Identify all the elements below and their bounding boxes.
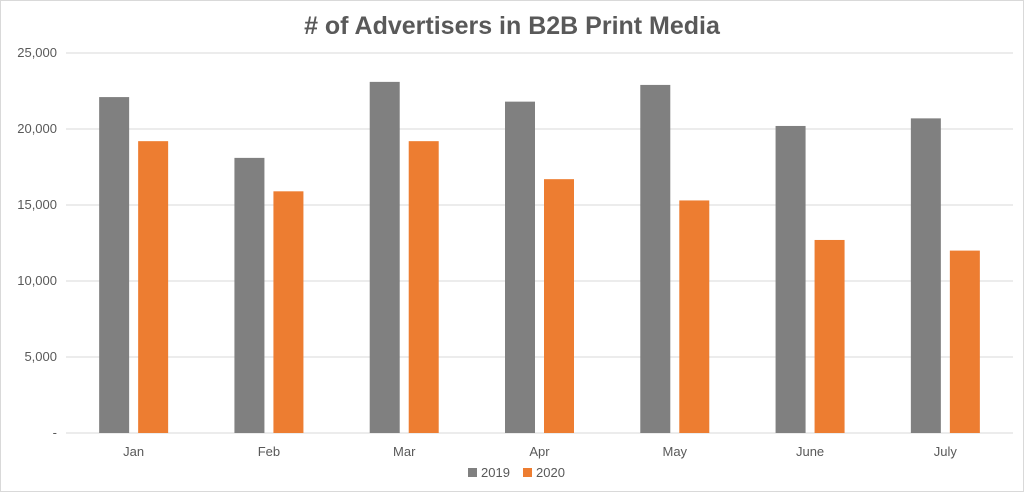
x-tick-label: May (663, 444, 688, 459)
legend-label-2020: 2020 (536, 465, 565, 480)
y-tick-label: 25,000 (17, 45, 57, 60)
y-tick-label: 5,000 (24, 349, 57, 364)
bar-2020-may (679, 200, 710, 433)
legend-label-2019: 2019 (481, 465, 510, 480)
y-tick-label: 10,000 (17, 273, 57, 288)
bar-2020-july (949, 250, 980, 433)
x-tick-label: Mar (393, 444, 416, 459)
bar-2020-june (814, 239, 845, 433)
bar-2019-july (910, 118, 941, 434)
bar-2020-apr (544, 179, 574, 433)
bars (99, 81, 980, 434)
y-tick-label: 20,000 (17, 121, 57, 136)
x-tick-label: June (796, 444, 824, 459)
x-tick-label: July (934, 444, 958, 459)
bar-2019-jan (99, 97, 130, 433)
bar-2019-feb (234, 157, 265, 433)
x-tick-label: Feb (258, 444, 280, 459)
bar-2020-feb (273, 191, 304, 433)
chart-title: # of Advertisers in B2B Print Media (304, 12, 721, 40)
bar-2019-june (775, 125, 806, 434)
y-tick-label: - (53, 425, 57, 440)
bar-2020-jan (138, 141, 169, 433)
x-tick-label: Apr (529, 444, 550, 459)
bar-2019-mar (369, 81, 400, 433)
bar-2019-apr (505, 101, 535, 433)
gridlines (66, 52, 1013, 434)
y-tick-label: 15,000 (17, 197, 57, 212)
legend: 2019 2020 (468, 465, 565, 480)
x-axis: Jan Feb Mar Apr May June July (123, 444, 957, 459)
legend-swatch-2020 (523, 468, 532, 477)
bar-2020-mar (408, 141, 439, 433)
legend-swatch-2019 (468, 468, 477, 477)
bar-2019-may (640, 84, 671, 434)
x-tick-label: Jan (123, 444, 144, 459)
y-axis: - 5,000 10,000 15,000 20,000 25,000 (17, 45, 57, 440)
